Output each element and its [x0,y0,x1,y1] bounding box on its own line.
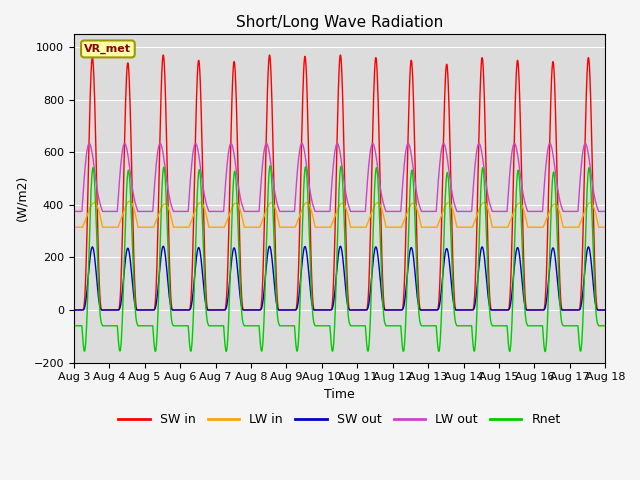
Text: VR_met: VR_met [84,44,131,54]
Y-axis label: (W/m2): (W/m2) [15,175,28,221]
Title: Short/Long Wave Radiation: Short/Long Wave Radiation [236,15,443,30]
X-axis label: Time: Time [324,388,355,401]
Legend: SW in, LW in, SW out, LW out, Rnet: SW in, LW in, SW out, LW out, Rnet [113,408,566,432]
